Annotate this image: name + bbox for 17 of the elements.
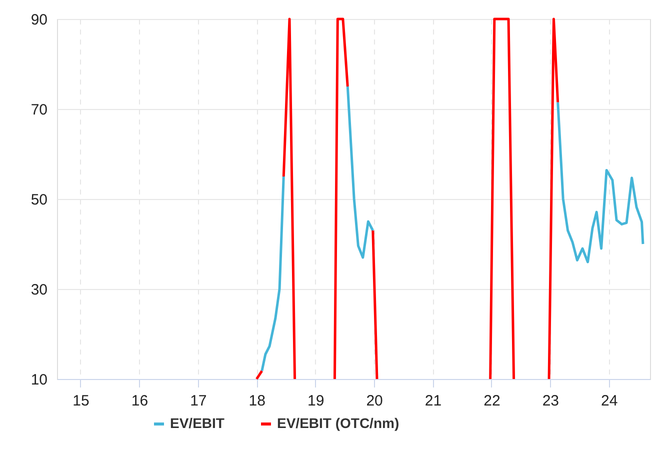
x-tick-label: 20 [366,392,383,410]
x-tick-label: 16 [131,392,148,410]
x-tick-label: 19 [307,392,324,410]
y-tick-label: 90 [30,12,48,28]
y-tick-label: 70 [30,102,48,118]
y-tick-label: 50 [30,192,48,208]
legend-label: EV/EBIT [170,415,225,431]
x-tick-label: 23 [542,392,560,410]
x-tick-label: 21 [424,392,442,410]
legend-label: EV/EBIT (OTC/nm) [277,415,400,431]
y-tick-label: 30 [30,282,48,298]
x-tick-label: 17 [190,392,207,410]
x-tick-label: 18 [248,392,266,410]
x-tick-label: 15 [72,392,90,410]
x-tick-label: 24 [601,392,618,410]
y-tick-label: 10 [30,372,48,388]
x-tick-label: 22 [484,392,500,410]
